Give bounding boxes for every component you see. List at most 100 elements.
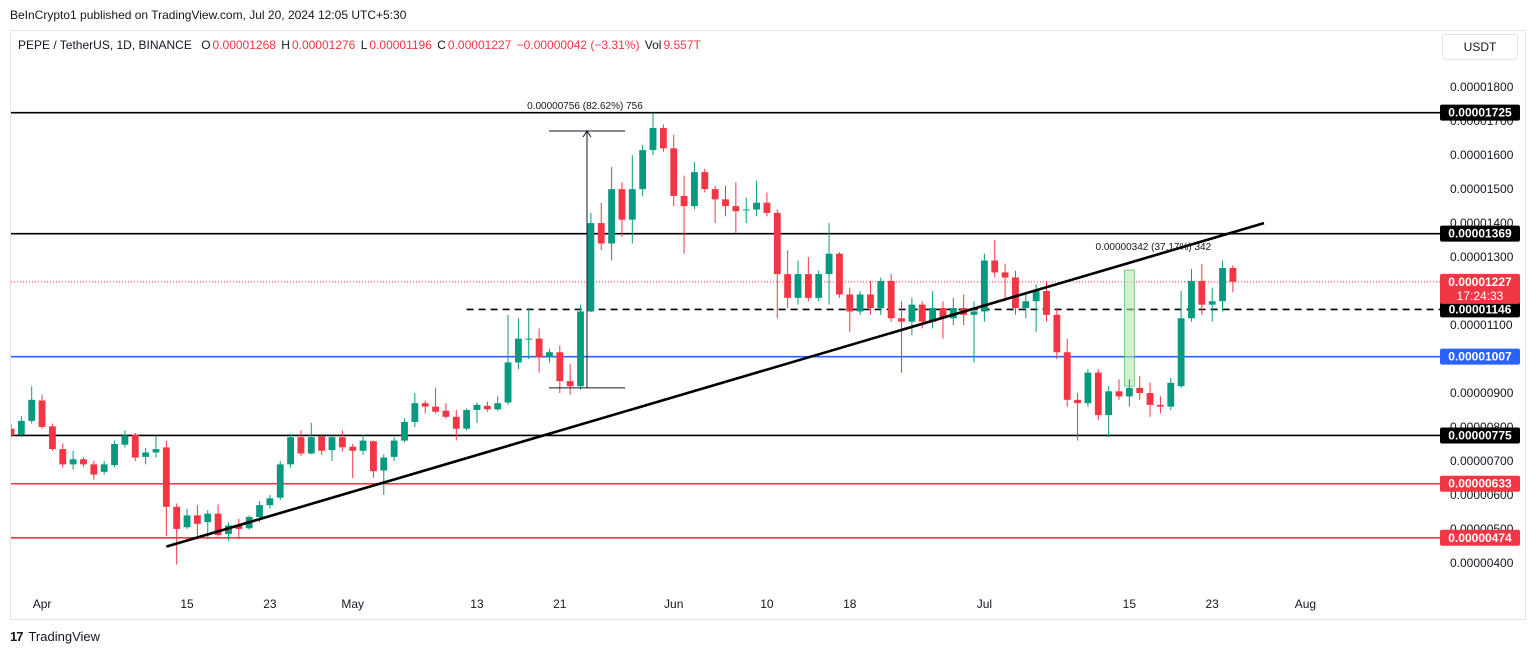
candle-body [380,457,388,471]
candle [1022,294,1030,319]
plot-area: 0.00000756 (82.62%) 756 0.00000342 (37.17… [11,101,1440,565]
x-tick-label: Jul [977,597,992,611]
candle-body [711,189,719,200]
candle [794,260,802,305]
candle-body [442,410,450,417]
candle-body [701,172,709,190]
candle [38,394,46,429]
candle-body [908,304,916,322]
candle [370,440,377,478]
candle-body [49,426,56,450]
high-value: 0.00001276 [291,38,356,52]
candle [887,274,895,322]
candle [338,430,346,452]
candle-body [949,308,957,319]
change-value: −0.00000042 (−3.31%) [516,38,640,52]
candle-body [473,404,481,410]
candle-body [794,274,802,298]
candle [753,180,760,217]
candle [514,318,522,370]
candle-body [1063,352,1071,400]
candle-body [587,223,595,312]
candle [908,297,916,336]
level-price-badge-bg [1440,301,1520,318]
candle-body [577,311,584,387]
candle-body [452,416,460,429]
candle [504,314,512,405]
candle [970,301,978,363]
currency-button[interactable]: USDT [1442,34,1518,60]
candle [173,503,181,565]
candle [266,494,274,509]
candle-body [1012,277,1019,309]
candle-body [494,403,502,410]
candle-body [287,437,295,465]
candle [949,297,957,326]
candle [1156,396,1164,414]
level-price-badge-bg [1440,529,1520,546]
level-price-badge-bg [1440,427,1520,444]
candle [235,518,243,540]
candle-body [307,437,315,454]
tradingview-logo-icon: 17 [10,629,24,644]
x-tick-label: May [341,597,364,611]
chart-frame [10,30,1526,620]
candle-body [825,253,833,275]
candle-body [784,274,792,298]
candle-body [597,223,605,244]
x-tick-label: Jun [664,597,683,611]
candle-body [214,513,222,536]
candle [225,522,232,541]
candle [1125,379,1133,407]
candle [1094,369,1102,421]
candle-body [867,294,874,309]
close-value: 0.00001227 [447,38,512,52]
symbol-label[interactable]: PEPE / TetherUS, 1D, BINANCE [18,38,192,52]
tradingview-brand: TradingView [28,629,101,644]
candle-body [69,459,77,465]
x-tick-label: 23 [263,597,277,611]
x-tick-label: 10 [760,597,774,611]
candle-body [1084,372,1092,404]
candle-body [1136,387,1144,394]
candle [121,430,129,448]
y-tick-label: 0.00001100 [1450,318,1513,332]
candle-body [1208,301,1216,305]
candle-body [421,403,429,407]
x-tick-label: 15 [1123,597,1137,611]
candle [577,304,584,390]
candle-body [463,410,471,429]
candle [359,434,367,455]
candle-body [1177,318,1185,387]
candle [401,418,408,443]
candle-body [370,441,377,472]
low-label: L [360,38,368,52]
candle-body [338,437,346,448]
candle-body [131,434,139,458]
candle-body [349,446,357,451]
candle-body [535,338,543,358]
candle [804,257,812,302]
candle [17,416,25,438]
y-tick-label: 0.00000400 [1450,556,1514,570]
level-price-badge-bg [1440,104,1520,121]
candle [111,440,118,468]
y-tick-label: 0.00001500 [1450,182,1514,196]
x-tick-label: Aug [1295,597,1316,611]
x-tick-label: 21 [553,597,567,611]
candle-body [1156,404,1164,407]
x-tick-label: Apr [33,597,52,611]
candle-body [193,515,201,524]
level-price-badge-bg [1440,225,1520,242]
candle [69,450,77,470]
candle [763,192,771,217]
level-price-badge: 0.00001725 [1448,106,1512,120]
candle-body [1094,372,1102,416]
candle [318,433,326,455]
candle [463,408,471,431]
measure-arrow-icon [582,130,592,138]
candle-body [732,206,740,212]
tradingview-footer[interactable]: 17 TradingView [10,629,100,644]
candle-body [504,362,512,403]
